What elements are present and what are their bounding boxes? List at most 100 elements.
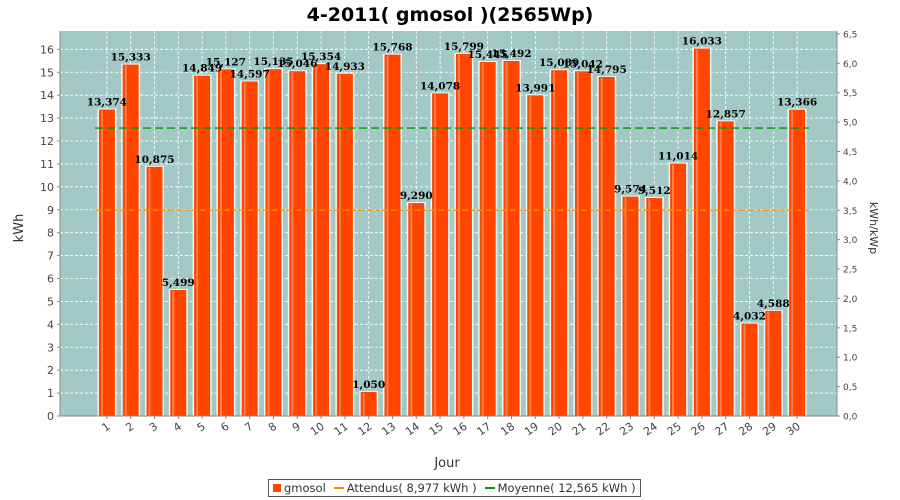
y2-tick-label: 1,0 — [843, 354, 858, 364]
x-tick-label: 8 — [266, 420, 279, 435]
bar-highlight — [743, 324, 746, 416]
x-tick-label: 3 — [147, 420, 160, 435]
y-tick-label: 10 — [40, 181, 54, 194]
data-label: 14,933 — [325, 61, 365, 73]
y-tick-label: 14 — [40, 89, 54, 102]
x-tick-label: 2 — [123, 420, 136, 435]
x-tick-label: 24 — [641, 420, 660, 439]
y2-tick-label: 0,5 — [843, 383, 857, 393]
data-label: 13,366 — [777, 97, 817, 109]
y-tick-label: 12 — [40, 135, 54, 148]
y2-tick-label: 6,0 — [843, 60, 858, 70]
y2-tick-label: 5,5 — [843, 89, 857, 99]
data-label: 13,991 — [515, 82, 555, 94]
x-tick-label: 6 — [218, 420, 231, 435]
bar-highlight — [219, 70, 222, 416]
x-tick-label: 27 — [712, 420, 731, 439]
data-label: 15,042 — [563, 58, 603, 70]
bar-highlight — [505, 61, 508, 416]
x-tick-label: 1 — [99, 420, 112, 435]
x-tick-label: 20 — [546, 420, 565, 439]
legend-swatch-expected — [333, 487, 344, 489]
x-tick-label: 29 — [760, 420, 779, 439]
bar-highlight — [291, 72, 294, 416]
data-label: 14,078 — [420, 80, 460, 92]
legend-swatch-average — [484, 487, 495, 489]
y2-tick-label: 4,5 — [843, 148, 857, 158]
y-tick-label: 7 — [47, 250, 54, 263]
y2-tick-label: 3,0 — [843, 236, 858, 246]
legend-label-expected: Attendus( 8,977 kWh ) — [346, 481, 477, 495]
data-label: 15,089 — [539, 57, 579, 69]
y2-tick-label: 1,5 — [843, 324, 857, 334]
bar-highlight — [481, 63, 484, 416]
bar-highlight — [791, 110, 794, 416]
bar-highlight — [267, 70, 270, 416]
y-axis-title: kWh — [12, 214, 27, 243]
y2-tick-label: 0,0 — [843, 413, 858, 423]
bar-highlight — [576, 72, 579, 416]
bar-highlight — [624, 197, 627, 416]
bar-highlight — [553, 71, 556, 416]
bar-highlight — [410, 204, 413, 416]
x-tick-label: 13 — [379, 420, 398, 439]
y-tick-label: 8 — [47, 227, 54, 240]
data-label: 13,374 — [87, 97, 127, 109]
x-tick-label: 21 — [570, 420, 589, 439]
data-label: 14,849 — [182, 63, 222, 75]
legend-item-gmosol: gmosol — [273, 481, 326, 495]
bar-highlight — [600, 77, 603, 417]
bar-highlight — [457, 54, 460, 417]
y2-axis-title: kWh/kWp — [867, 202, 880, 254]
x-tick-label: 11 — [332, 420, 351, 439]
x-tick-label: 5 — [195, 420, 208, 435]
data-label: 12,857 — [706, 108, 746, 120]
x-tick-label: 18 — [498, 420, 517, 439]
data-label: 15,492 — [491, 48, 531, 60]
bar-highlight — [719, 122, 722, 417]
data-label: 5,499 — [162, 277, 195, 289]
x-axis-title: Jour — [433, 456, 460, 471]
x-tick-label: 16 — [451, 420, 470, 439]
y-tick-label: 6 — [47, 273, 54, 286]
data-label: 4,032 — [733, 311, 766, 323]
bar-highlight — [386, 55, 389, 417]
data-label: 9,290 — [400, 190, 433, 202]
data-label: 11,014 — [658, 151, 698, 163]
y-tick-label: 15 — [40, 66, 54, 79]
legend-label-gmosol: gmosol — [284, 481, 326, 495]
legend-label-average: Moyenne( 12,565 kWh ) — [497, 481, 636, 495]
x-tick-label: 25 — [665, 420, 684, 439]
x-tick-label: 15 — [427, 420, 446, 439]
legend-item-expected: Attendus( 8,977 kWh ) — [333, 481, 477, 495]
y-tick-label: 11 — [40, 158, 54, 171]
bar-highlight — [648, 199, 651, 416]
bar-highlight — [172, 290, 175, 416]
bar-highlight — [362, 392, 365, 416]
x-tick-label: 4 — [171, 420, 184, 435]
y-tick-label: 13 — [40, 112, 54, 125]
bar-highlight — [434, 94, 437, 417]
bar-highlight — [529, 96, 532, 416]
bar-highlight — [695, 49, 698, 416]
bar-highlight — [767, 311, 770, 416]
data-label: 15,799 — [444, 41, 484, 53]
data-label: 15,046 — [277, 58, 317, 70]
data-label: 14,795 — [587, 64, 627, 76]
legend-item-average: Moyenne( 12,565 kWh ) — [484, 481, 636, 495]
bar-highlight — [124, 65, 127, 417]
data-label: 15,135 — [253, 56, 293, 68]
data-label: 15,354 — [301, 51, 341, 63]
bar-highlight — [315, 65, 318, 416]
chart-legend: gmosol Attendus( 8,977 kWh ) Moyenne( 12… — [268, 479, 641, 497]
y2-tick-label: 2,5 — [843, 266, 857, 276]
data-label: 15,768 — [372, 42, 412, 54]
chart-title: 4-2011( gmosol )(2565Wp) — [306, 4, 594, 26]
data-label: 16,033 — [682, 36, 722, 48]
bar-highlight — [100, 110, 103, 416]
y-tick-label: 1 — [47, 387, 54, 400]
y-tick-label: 3 — [47, 341, 54, 354]
x-tick-label: 26 — [689, 420, 708, 439]
bar-highlight — [338, 74, 341, 417]
